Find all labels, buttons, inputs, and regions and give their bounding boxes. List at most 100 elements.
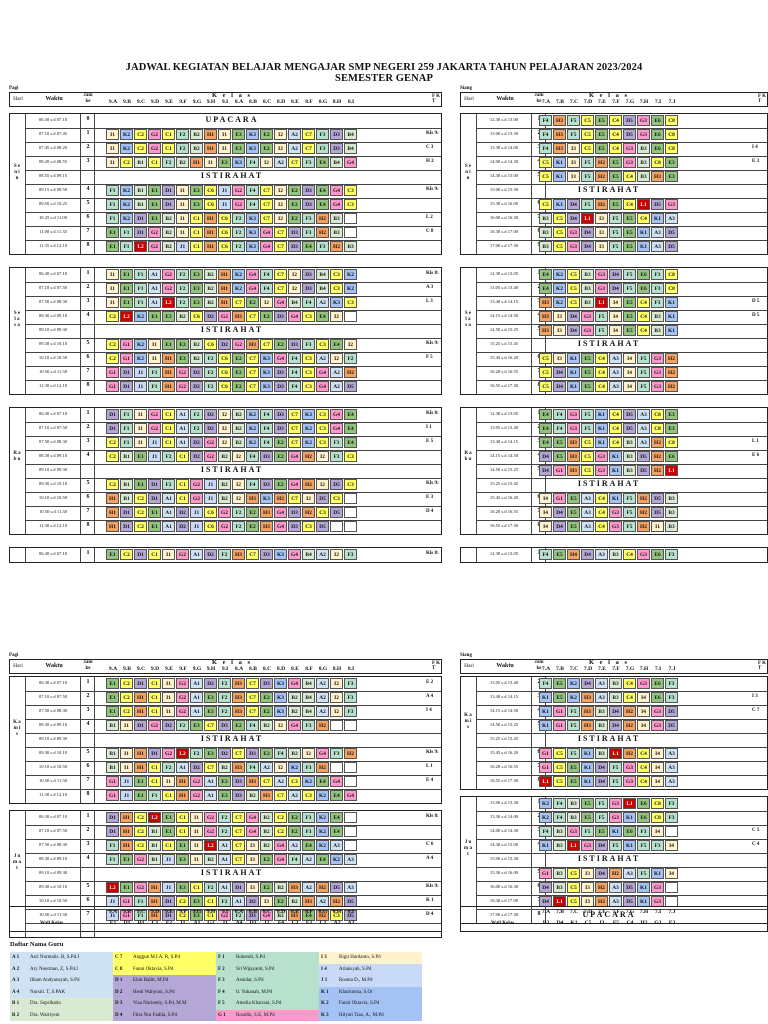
time-slot: 12.30 s.d 13.00 (489, 117, 519, 122)
teacher-cell: J1 (218, 199, 231, 210)
time-slot: 09.30 s.d 10.10 (38, 341, 68, 346)
sep (476, 825, 767, 826)
teacher-cell: B3 (609, 692, 622, 703)
teacher-cell: L1 (595, 297, 608, 308)
period-number: 4 (86, 721, 90, 727)
day-block: 06.30 s.d 07.10 1 E1 C2 D1 C1 I1 G2 A1 D2 F2 H3 C7 D3… (9, 547, 442, 563)
sep (25, 464, 441, 465)
fkt-value: H 2 (426, 159, 434, 164)
fkt-value: I 3 (752, 694, 758, 699)
sep (25, 881, 441, 882)
teacher-cell: E6 (637, 283, 650, 294)
teacher-cell: E2 (260, 143, 273, 154)
teacher-cell: F3 (302, 227, 315, 238)
teacher-cell: G3 (651, 367, 664, 378)
schedule-row: 07.10 s.d 07.50 2 E1 C2 H1 C1 I1 G2 A1 E3 F2 H3 C7 E2… (10, 691, 441, 705)
teacher-cell: I4 (651, 762, 664, 773)
teacher-cell: G2 (162, 269, 175, 280)
teacher-cell: H1 (162, 367, 175, 378)
teacher-cell: F2 (344, 353, 357, 364)
teacher-cell: C1 (176, 493, 189, 504)
col-waktu: Waktu (45, 663, 63, 669)
teacher-cell: E1 (134, 776, 147, 787)
teacher-cell: I1 (106, 297, 119, 308)
teacher-cell: D3 (302, 199, 315, 210)
teacher-cell: I4 (609, 311, 622, 322)
teacher-cell: B2 (204, 283, 217, 294)
teacher-cell: E4 (539, 269, 552, 280)
schedule-row: 13.05 s.d 13.402E4F4G3F5K1C4D5A3C8E3 (461, 422, 767, 436)
teacher-cell: B1 (120, 479, 133, 490)
sep (476, 170, 767, 171)
teacher-cell: E3 (190, 185, 203, 196)
teacher-cell: D5 (665, 720, 678, 731)
teacher-cell: E5 (623, 241, 636, 252)
schedule-row: 12.30 s.d 13.001F4H3F5C5E5C4D5G3E6C8 (461, 114, 767, 128)
teacher-cell: C1 (176, 812, 189, 823)
teacher-cell: G3 (595, 465, 608, 476)
teacher-cell: K1 (539, 692, 552, 703)
class-header: 7.B (556, 99, 564, 105)
legend-code: A 1 (12, 955, 20, 961)
teacher-cell: I2 (302, 748, 315, 759)
teacher-cell: F2 (204, 367, 217, 378)
teacher-cell: I4 (539, 507, 552, 518)
teacher-cell: C3 (344, 199, 357, 210)
teacher-cell: G1 (106, 790, 119, 801)
teacher-cell: E5 (595, 129, 608, 140)
teacher-cell: C7 (260, 339, 273, 350)
teacher-cell: L2 (148, 812, 161, 823)
teacher-cell: C4 (595, 367, 608, 378)
teacher-cell: I1 (176, 213, 189, 224)
teacher-cell: E5 (581, 353, 594, 364)
teacher-cell: E2 (288, 826, 301, 837)
teacher-cell: C1 (190, 227, 203, 238)
wali-classes: 9.A 9.B 9.C 9.D 9.E 9.F 9.G 9.H 9.I 8.A 8.B 8.C 8.D 8… (106, 909, 358, 915)
class-cells: I1 K2 C2 G2 C1 F2 B2 H1 I1 E3 K3 E2 I2 A2 C7 F3 D3 B4 (106, 143, 358, 154)
teacher-cell: K2 (232, 269, 245, 280)
teacher-cell: B3 (539, 213, 552, 224)
teacher-cell: K2 (539, 812, 552, 823)
sep (476, 775, 767, 776)
teacher-cell: E2 (246, 297, 259, 308)
teacher-cell: I1 (162, 692, 175, 703)
teacher-cell: C3 (316, 437, 329, 448)
teacher-cell: D3 (302, 283, 315, 294)
wali-kelas-block: Wali Kelas 9.A 9.B 9.C 9.D 9.E 9.F 9.G 9.H 9.I 8.A… (9, 906, 442, 932)
legend-name: Hesti Wahyuni, S.Pd (133, 989, 175, 995)
teacher-cell: A1 (204, 790, 217, 801)
teacher-cell: D5 (665, 241, 678, 252)
teacher-cell: C1 (148, 157, 161, 168)
teacher-cell: I4 (637, 706, 650, 717)
wali-label: Wali Kelas (40, 921, 64, 926)
teacher-cell: B3 (665, 493, 678, 504)
teacher-cell: G2 (232, 339, 245, 350)
legend-item: C 8 Fanni Oktavia, S.Pd (113, 963, 216, 975)
teacher-cell: H3 (539, 325, 552, 336)
teacher-cell: H3 (581, 720, 594, 731)
teacher-cell: C7 (302, 129, 315, 140)
teacher-cell: C8 (651, 423, 664, 434)
sep (476, 128, 767, 129)
wali-class: 7.F (612, 909, 620, 915)
time-slot: 13.40 s.d 14.15 (489, 439, 519, 444)
sep (531, 408, 532, 534)
teacher-cell: H1 (120, 840, 133, 851)
teacher-cell: A2 (260, 762, 273, 773)
legend-item: A 2 Ary Noerman, Z, S.Pd.I (10, 963, 113, 975)
teacher-cell: E3 (218, 157, 231, 168)
fkt-header: F K T (432, 94, 441, 104)
teacher-cell: E3 (204, 748, 217, 759)
class-cells: K1 E5 K2 H3 A3 B3 C4 I4 E6 F3 (539, 692, 679, 703)
teacher-cell: D4 (553, 381, 566, 392)
teacher-cell: A1 (218, 840, 231, 851)
legend-item: I 3 Bigit Hardanto, S.Pd (319, 952, 422, 964)
time-slot: 15.25 s.d 15.45 (489, 736, 519, 741)
teacher-cell: D4 (581, 549, 594, 560)
teacher-cell: C1 (148, 776, 161, 787)
teacher-cell: F5 (609, 776, 622, 787)
day-block: K a m i s13.05 s.d 13.402F4E5K2D4A3B3C4G… (460, 676, 768, 790)
teacher-cell: I2 (232, 451, 245, 462)
teacher-cell: H2 (665, 381, 678, 392)
class-header: 7.A (541, 99, 551, 105)
